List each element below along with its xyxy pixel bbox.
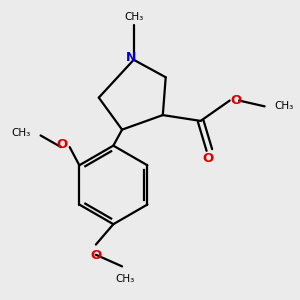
Text: CH₃: CH₃ (116, 274, 135, 284)
Text: CH₃: CH₃ (124, 12, 143, 22)
Text: CH₃: CH₃ (11, 128, 30, 138)
Text: O: O (230, 94, 241, 107)
Text: O: O (90, 249, 101, 262)
Text: O: O (202, 152, 214, 165)
Text: CH₃: CH₃ (275, 101, 294, 111)
Text: N: N (126, 51, 136, 64)
Text: O: O (56, 138, 68, 151)
